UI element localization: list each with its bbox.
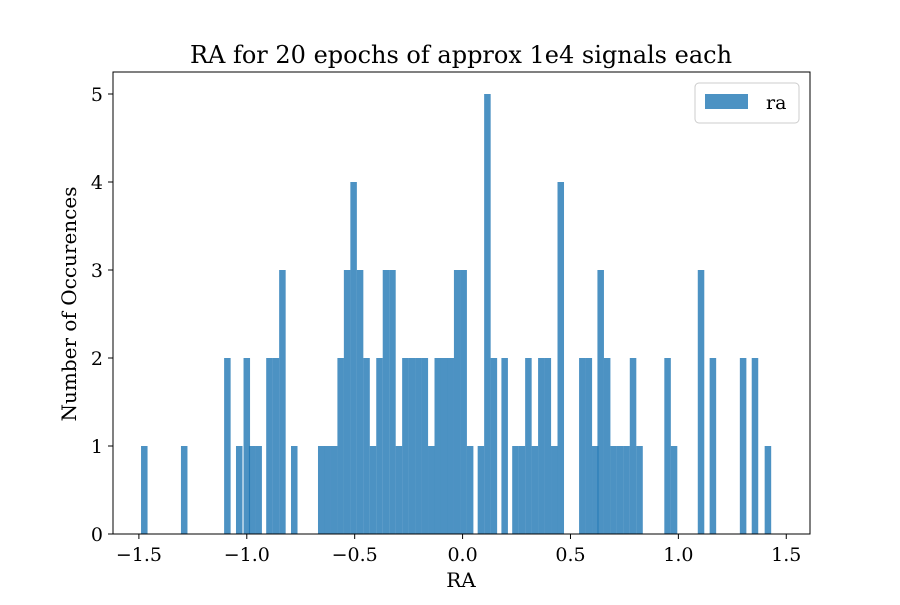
histogram-bar [415,358,422,534]
histogram-bar [447,358,454,534]
x-tick-label: 1.0 [663,544,693,566]
histogram-bar [389,270,396,534]
histogram-bar [610,446,617,534]
x-axis-ticks: −1.5 −1.0 −0.5 0.0 0.5 1.0 1.5 [116,534,801,566]
histogram-bar [551,446,558,534]
histogram-bar [597,270,604,534]
y-axis-label: Number of Occurences [57,187,81,422]
x-tick-label: −0.5 [332,544,378,566]
histogram-bar [751,358,759,534]
histogram-bar [484,94,491,534]
y-tick-label: 2 [91,348,103,370]
histogram-bar [579,358,586,534]
histogram-bar [317,446,325,534]
histogram-bar [369,446,377,534]
histogram-bar [531,446,539,534]
x-tick-label: 0.0 [447,544,477,566]
histogram-bar [180,446,188,534]
histogram-bar [421,358,429,534]
histogram-bar [518,446,526,534]
histogram-bar [440,358,448,534]
histogram-bar [538,358,545,534]
histogram-bar [512,446,519,534]
histogram-bar [557,182,565,534]
histogram-bar [477,446,485,534]
histogram-bar [453,270,461,534]
legend-swatch [705,94,748,109]
histogram-bar [739,358,747,534]
histogram-bar [603,358,611,534]
legend: ra [694,82,800,124]
histogram-bar [324,446,331,534]
y-tick-label: 4 [91,172,103,194]
histogram-bar [356,270,364,534]
y-tick-label: 1 [91,436,103,458]
histogram-bar [343,270,351,534]
histogram-bar [490,358,498,534]
histogram-bar [395,446,403,534]
histogram-bar [709,358,717,534]
y-tick-label: 0 [91,524,103,546]
histogram-bar [460,270,467,534]
bars-layer [141,94,772,534]
x-tick-label: 1.5 [771,544,801,566]
histogram-bar [272,358,280,534]
y-tick-label: 5 [91,84,103,106]
histogram-bar [266,358,273,534]
histogram-bar [376,358,383,534]
histogram-bar [544,358,552,534]
histogram-bar [764,446,772,534]
histogram-bar [350,182,357,534]
histogram-bar [636,446,643,534]
histogram-bar [235,446,243,534]
y-tick-label: 3 [91,260,103,282]
histogram-bar [585,358,593,534]
x-axis-label: RA [446,568,476,592]
histogram-bar [291,446,298,534]
histogram-bar [466,446,474,534]
plot-frame [112,71,811,535]
histogram-bar [248,446,256,534]
histogram-bar [670,446,678,534]
histogram-bar [525,358,532,534]
histogram-bar [141,446,148,534]
chart-title: RA for 20 epochs of approx 1e4 signals e… [190,41,732,69]
histogram-bar [408,358,416,534]
histogram-bar [616,446,624,534]
histogram-bar [592,446,599,534]
histogram-bar [402,358,409,534]
histogram-bar [363,358,370,534]
x-tick-label: −1.0 [224,544,270,566]
histogram-bar [623,446,630,534]
legend-label-ra: ra [766,92,786,114]
histogram-bar [428,446,435,534]
histogram-bar [434,358,442,534]
y-axis-ticks: 0 1 2 3 4 5 [91,84,113,546]
histogram-bar [255,446,262,534]
histogram-bar [330,446,338,534]
histogram-bar [501,358,508,534]
histogram-bar [337,358,344,534]
histogram-bar [243,358,251,534]
histogram-bar [664,358,671,534]
histogram-bar [279,270,286,534]
histogram-bar [224,358,231,534]
x-tick-label: 0.5 [555,544,585,566]
axes-layer [112,71,811,535]
histogram-bar [697,270,705,534]
histogram-bar [629,358,637,534]
x-tick-label: −1.5 [116,544,162,566]
histogram-bar [382,270,390,534]
